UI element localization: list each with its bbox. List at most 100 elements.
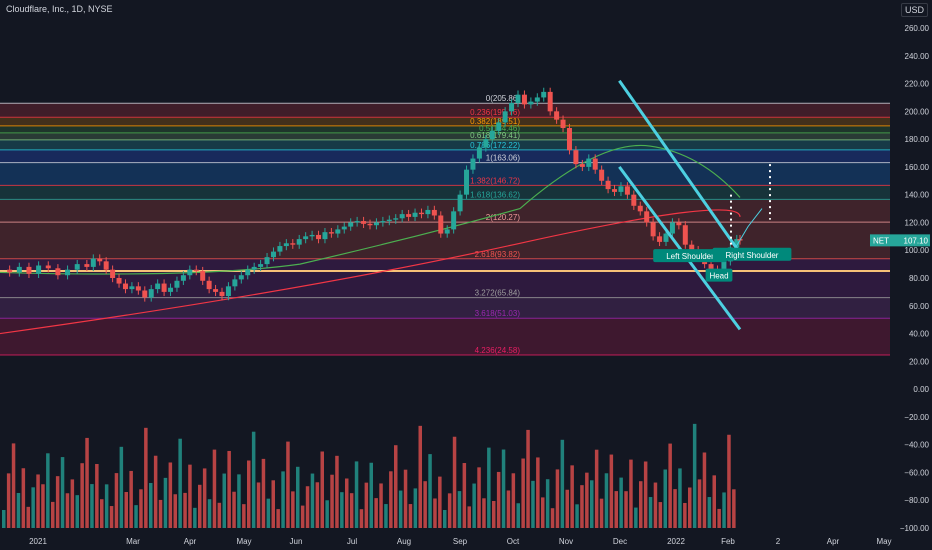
volume-bar <box>153 455 158 528</box>
price-axis-bg <box>890 0 932 550</box>
volume-bar <box>418 425 422 528</box>
fib-zone <box>0 185 890 200</box>
candle-body <box>193 269 199 272</box>
candle-body <box>438 215 444 234</box>
volume-bar <box>717 508 721 528</box>
candle-body <box>161 283 167 292</box>
candle-body <box>669 222 675 234</box>
fib-level-label: 0.236(195.76) <box>470 108 520 117</box>
candle-body <box>110 269 116 278</box>
candle-body <box>103 261 109 270</box>
channel-lower-line <box>618 165 742 331</box>
volume-bar <box>281 471 285 528</box>
volume-bar <box>158 499 163 528</box>
projection-path <box>733 208 763 251</box>
volume-bar <box>119 446 124 528</box>
price-tick-label: −80.00 <box>904 496 929 505</box>
volume-bar <box>198 484 202 528</box>
volume-bar <box>51 501 55 528</box>
candle-body <box>283 243 289 247</box>
price-tick-label: −20.00 <box>904 413 929 422</box>
candle-body <box>135 286 141 291</box>
candle-body <box>464 169 470 195</box>
fib-level-label: 0.786(172.22) <box>470 141 520 150</box>
volume-bar <box>639 481 643 528</box>
candle-body <box>245 269 251 276</box>
candle-body <box>97 258 103 262</box>
volume-bar <box>222 473 226 528</box>
volume-bar <box>580 485 584 528</box>
candle-body <box>624 186 630 195</box>
candle-body <box>303 236 309 240</box>
fib-level-label: 0.382(189.51) <box>470 117 520 126</box>
candle-body <box>348 222 354 227</box>
candle-body <box>200 271 206 281</box>
volume-bar <box>345 478 349 528</box>
candle-body <box>74 264 80 270</box>
price-tick-label: 80.00 <box>909 274 930 283</box>
candle-body <box>689 244 695 251</box>
last-price-tag <box>870 234 930 247</box>
candle-body <box>412 212 418 217</box>
candle-body <box>393 218 399 220</box>
candle-body <box>373 222 379 226</box>
volume-bar <box>104 484 109 528</box>
volume-bar <box>702 452 707 528</box>
fib-zone <box>0 132 890 140</box>
price-tick-label: 140.00 <box>905 191 930 200</box>
candle-body <box>7 269 13 273</box>
candle-body <box>174 280 180 288</box>
candle-body <box>26 266 32 274</box>
volume-bar <box>462 463 467 528</box>
volume-bar <box>389 471 393 528</box>
volume-bar <box>423 481 427 528</box>
price-tick-label: 60.00 <box>909 302 930 311</box>
price-tick-label: 40.00 <box>909 330 930 339</box>
candle-body <box>251 266 257 270</box>
candle-body <box>509 103 515 112</box>
candle-body <box>663 233 669 242</box>
volume-bar <box>555 469 560 528</box>
volume-bar <box>80 463 84 528</box>
price-tick-label: 0.00 <box>913 385 929 394</box>
pattern-label-box <box>705 268 733 282</box>
time-tick-label: 2021 <box>29 537 47 546</box>
candle-body <box>476 147 482 159</box>
volume-bar <box>599 498 604 528</box>
volume-bar <box>413 488 418 528</box>
fib-zone <box>0 258 890 298</box>
volume-bar <box>501 449 506 528</box>
time-tick-label: May <box>236 537 251 546</box>
candle-body <box>187 269 193 276</box>
candle-body <box>270 251 276 258</box>
price-tick-label: 260.00 <box>905 24 930 33</box>
volume-bar <box>16 492 21 528</box>
volume-bar <box>707 497 712 528</box>
volume-bar <box>487 447 491 528</box>
candle-body <box>258 264 264 267</box>
candle-body <box>605 180 611 190</box>
fib-level-label: 0.618(179.41) <box>470 131 520 140</box>
pattern-label: Left Shoulder <box>666 252 714 261</box>
volume-bar <box>266 498 271 528</box>
volume-bar <box>26 506 30 528</box>
candle-body <box>554 111 560 120</box>
volume-bar <box>511 473 516 528</box>
price-tick-label: 180.00 <box>905 135 930 144</box>
time-tick-label: Mar <box>126 537 140 546</box>
volume-bar <box>325 500 329 528</box>
volume-bar <box>457 491 462 528</box>
time-tick-label: 2 <box>776 537 781 546</box>
candle-body <box>142 290 148 298</box>
volume-bar <box>305 486 310 528</box>
volume-bar <box>320 451 324 528</box>
volume-bar <box>212 449 217 528</box>
volume-bar <box>516 503 520 528</box>
candle-body <box>521 94 527 105</box>
candle-body <box>418 212 424 215</box>
candle-body <box>560 119 566 128</box>
currency-badge[interactable]: USD <box>900 3 928 17</box>
fib-level-label: 3.272(65.84) <box>475 289 521 298</box>
candle-body <box>457 194 463 212</box>
